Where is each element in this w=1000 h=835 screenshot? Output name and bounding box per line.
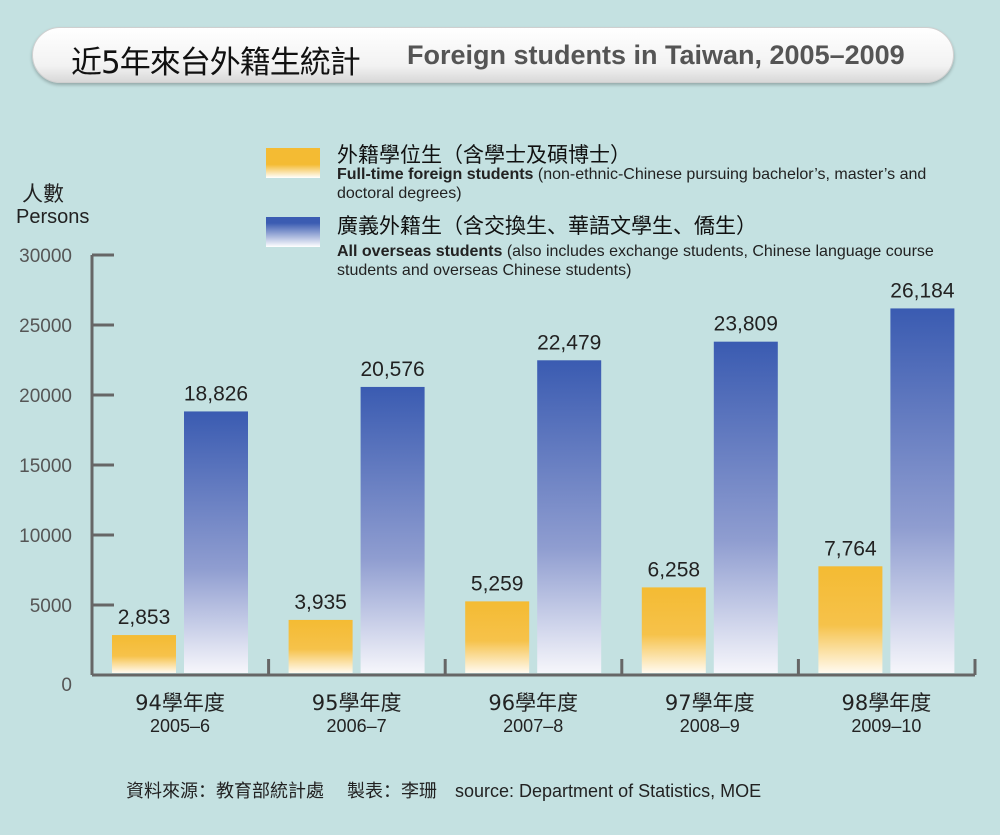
data-label-all-overseas: 22,479 bbox=[537, 331, 601, 354]
data-label-full-time: 3,935 bbox=[294, 591, 347, 614]
legend-rest: (also includes exchange students, Chines… bbox=[337, 243, 934, 279]
legend-swatch-full-time bbox=[266, 148, 320, 178]
x-tick-label-en: 2006–7 bbox=[327, 716, 387, 736]
y-axis-label: Persons bbox=[16, 206, 90, 228]
data-label-all-overseas: 23,809 bbox=[714, 313, 778, 336]
bar-all-overseas bbox=[713, 341, 778, 673]
legend-swatch-all-overseas bbox=[266, 217, 320, 247]
legend-label-full-time-zh: 外籍學位生（含學士及碩博士） bbox=[337, 143, 631, 167]
y-axis-label-zh: 人數 bbox=[22, 182, 64, 206]
data-label-all-overseas: 26,184 bbox=[890, 279, 955, 302]
x-tick-label-zh: 94學年度 bbox=[135, 691, 225, 715]
y-tick-label: 30000 bbox=[19, 246, 72, 267]
x-tick-label-en: 2005–6 bbox=[150, 716, 210, 736]
y-tick-label: 20000 bbox=[19, 386, 72, 407]
x-tick-label-zh: 97學年度 bbox=[665, 691, 755, 715]
data-label-full-time: 5,259 bbox=[471, 572, 524, 595]
legend-bold: All overseas students bbox=[337, 243, 503, 260]
bar-all-overseas bbox=[360, 386, 425, 673]
x-tick-label-zh: 95學年度 bbox=[312, 691, 402, 715]
data-label-full-time: 6,258 bbox=[648, 558, 701, 581]
bar-all-overseas bbox=[890, 308, 955, 673]
bar-full-time bbox=[818, 566, 883, 673]
legend-label-all-overseas-zh: 廣義外籍生（含交換生、華語文學生、僑生） bbox=[337, 214, 757, 238]
bar-full-time bbox=[641, 587, 706, 673]
y-tick-label: 10000 bbox=[19, 526, 72, 547]
y-tick-label: 25000 bbox=[19, 316, 72, 337]
data-label-all-overseas: 18,826 bbox=[184, 382, 248, 405]
legend-label-full-time-en: Full-time foreign students (non-ethnic-C… bbox=[337, 165, 957, 203]
bar-full-time bbox=[465, 601, 530, 673]
y-tick-label: 5000 bbox=[30, 596, 72, 617]
bar-all-overseas bbox=[537, 360, 602, 673]
x-tick-label-zh: 96學年度 bbox=[488, 691, 578, 715]
x-tick-label-zh: 98學年度 bbox=[842, 691, 932, 715]
y-tick-label: 15000 bbox=[19, 456, 72, 477]
bar-full-time bbox=[288, 619, 353, 673]
bar-all-overseas bbox=[184, 411, 248, 673]
data-label-full-time: 2,853 bbox=[118, 606, 171, 629]
bar-full-time bbox=[112, 635, 176, 673]
source-note: 資料來源：教育部統計處 製表：李珊 source: Department of … bbox=[126, 781, 762, 801]
y-tick-label: 0 bbox=[61, 675, 72, 696]
x-tick-label-en: 2008–9 bbox=[680, 716, 740, 736]
legend-label-all-overseas-en: All overseas students (also includes exc… bbox=[337, 242, 937, 280]
data-label-all-overseas: 20,576 bbox=[360, 358, 424, 381]
legend-rest: (non-ethnic-Chinese pursuing bachelor’s,… bbox=[337, 166, 927, 202]
title-english: Foreign students in Taiwan, 2005–2009 bbox=[407, 40, 905, 70]
title-banner: 近5年來台外籍生統計 Foreign students in Taiwan, 2… bbox=[32, 27, 954, 83]
x-tick-label-en: 2009–10 bbox=[851, 716, 921, 736]
legend-bold: Full-time foreign students bbox=[337, 166, 534, 183]
x-tick-label-en: 2007–8 bbox=[503, 716, 563, 736]
title-chinese: 近5年來台外籍生統計 bbox=[71, 45, 361, 81]
data-label-full-time: 7,764 bbox=[824, 537, 877, 560]
